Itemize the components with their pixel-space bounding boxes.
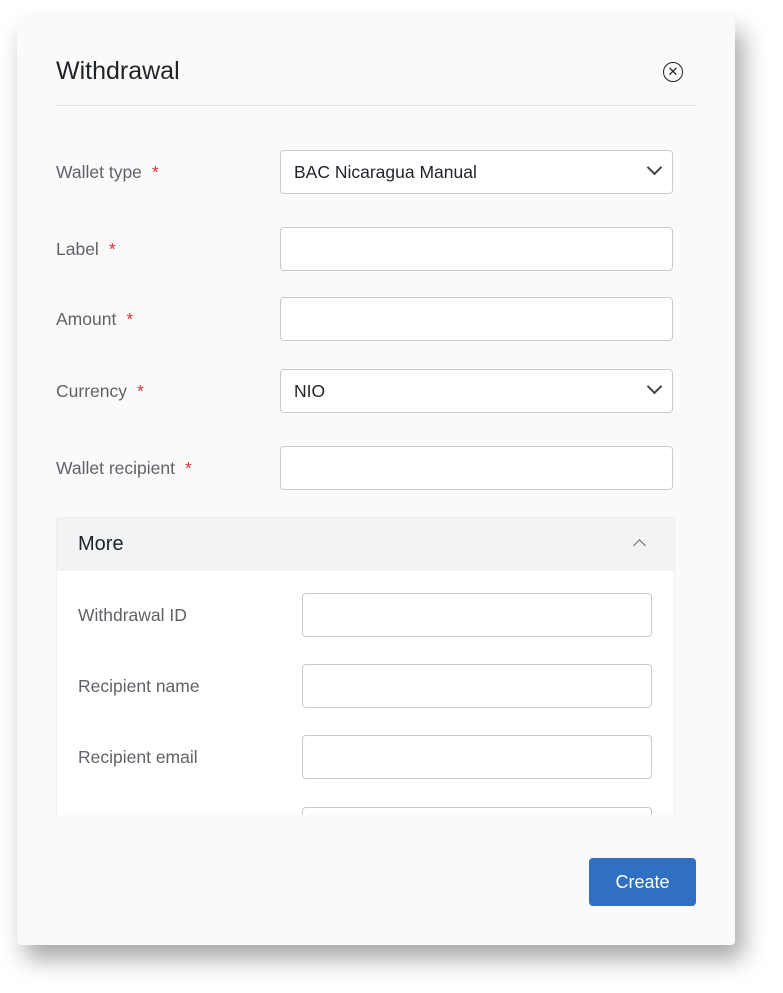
form-scroll-area[interactable]: Wallet type * BAC Nicaragua Manual Label *… [17,117,735,815]
more-section: More Withdrawal ID Recipient name Recipi… [56,517,675,815]
chevron-down-icon [646,159,663,176]
label-row: Label * [56,227,673,271]
chevron-down-icon [646,378,663,395]
recipient-email-input[interactable] [302,735,652,779]
more-toggle[interactable]: More [57,518,674,571]
amount-label: Amount [56,309,117,329]
next-field-input[interactable] [302,807,652,815]
required-marker: * [184,458,192,478]
recipient-email-label: Recipient email [78,747,198,767]
wallet-recipient-label: Wallet recipient [56,458,175,478]
wallet-type-value: BAC Nicaragua Manual [294,162,477,182]
required-marker: * [108,239,116,259]
required-marker: * [137,381,144,401]
wallet-type-row: Wallet type * BAC Nicaragua Manual [56,150,673,194]
wallet-recipient-input[interactable] [280,446,673,490]
recipient-email-row: Recipient email [78,735,653,779]
withdrawal-id-label: Withdrawal ID [78,605,187,625]
label-label: Label [56,239,99,259]
required-marker: * [126,309,134,329]
wallet-type-select[interactable]: BAC Nicaragua Manual [280,150,673,194]
dialog-title: Withdrawal [56,57,180,85]
currency-row: Currency * NIO [56,369,673,413]
currency-value: NIO [294,381,326,401]
recipient-name-label: Recipient name [78,676,200,696]
currency-label: Currency [56,381,127,401]
wallet-recipient-row: Wallet recipient * [56,446,673,490]
withdrawal-dialog: Withdrawal ✕ Wallet type * BAC Nicaragua … [17,17,735,945]
next-field-row [78,807,653,815]
close-icon[interactable]: ✕ [663,62,683,82]
withdrawal-id-row: Withdrawal ID [78,593,653,637]
amount-row: Amount * [56,297,673,341]
recipient-name-row: Recipient name [78,664,653,708]
currency-select[interactable]: NIO [280,369,673,413]
amount-input[interactable] [280,297,673,341]
chevron-up-icon [633,539,646,552]
withdrawal-id-input[interactable] [302,593,652,637]
divider [56,105,696,106]
label-input[interactable] [280,227,673,271]
more-title: More [78,533,124,555]
wallet-type-label: Wallet type [56,162,142,182]
create-button[interactable]: Create [589,858,696,906]
required-marker: * [151,162,159,182]
recipient-name-input[interactable] [302,664,652,708]
